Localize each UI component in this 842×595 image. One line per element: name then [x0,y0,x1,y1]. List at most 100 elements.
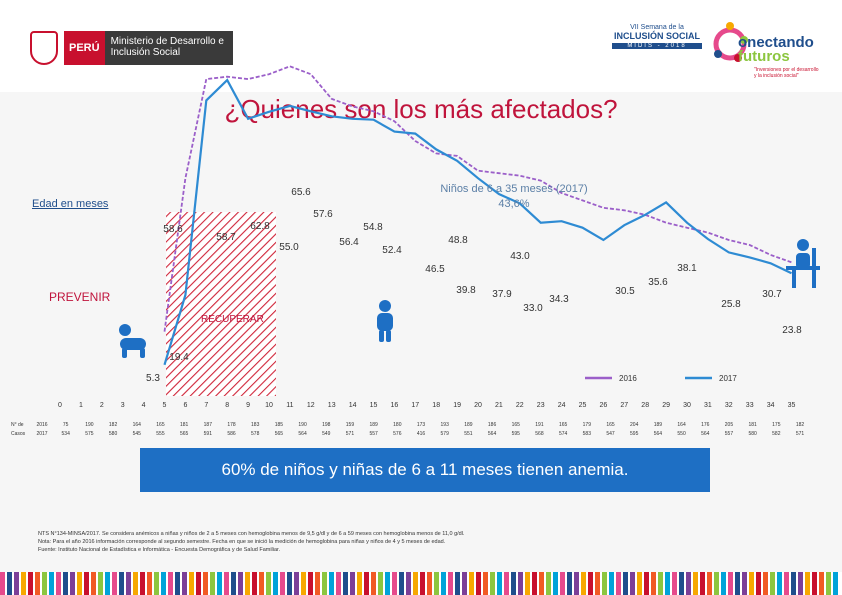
data-label: 58.7 [216,232,236,243]
cases-2016-cell: 182 [796,422,805,428]
stripe-bar [546,572,551,595]
stripe-bar [217,572,222,595]
age-tick-24: 24 [558,402,566,409]
cases-2017-cell: 580 [109,431,118,437]
stripe-bar [350,572,355,595]
stripe-bar [490,572,495,595]
cases-2017-cell: 545 [133,431,142,437]
stripe-bar [210,572,215,595]
stripe-bar [329,572,334,595]
stripe-bar [49,572,54,595]
cases-2016-cell: 186 [488,422,497,428]
cases-2016-cell: 175 [772,422,781,428]
brand-line2: futuros [738,48,790,65]
cases-2017-cell: 551 [464,431,473,437]
data-label: 39.8 [456,285,476,296]
prevenir-label: PREVENIR [49,290,111,304]
data-label: 19.4 [169,352,189,363]
cases-2016-cell: 190 [298,422,307,428]
child-highchair-icon [786,239,820,288]
age-tick-7: 7 [204,402,208,409]
stripe-bar [399,572,404,595]
stripe-bar [224,572,229,595]
stripe-bar [714,572,719,595]
stripe-bar [203,572,208,595]
age-axis: 0 1 2 3 4 5 6 7 8 9 10 11 12 13 14 15 16 17 18 19 20 21 22 23 24… [58,402,795,409]
cases-2016-cell: 159 [346,422,355,428]
cases-2016-cell: 179 [583,422,592,428]
data-labels: 65.657.6 58.6 58.7 62.8 55.0 56.4 54.8 52.4 48.8… [146,187,802,384]
stripe-bar [574,572,579,595]
cases-2016-cell: 181 [180,422,189,428]
data-label: 43.0 [510,251,530,262]
stripe-bar [63,572,68,595]
stripe-bar [378,572,383,595]
brand-name: onectando futuros [738,34,814,65]
age-tick-27: 27 [620,402,628,409]
age-tick-20: 20 [474,402,482,409]
stripe-bar [105,572,110,595]
cases-2016-cell: 185 [275,422,284,428]
slide-background [0,92,842,572]
age-tick-0: 0 [58,402,62,409]
stripe-bar [119,572,124,595]
stripe-bar [0,572,5,595]
age-tick-2: 2 [100,402,104,409]
cases-2017-cell: 557 [369,431,378,437]
cases-2017-cell: 557 [725,431,734,437]
stripe-bar [742,572,747,595]
stripe-bar [469,572,474,595]
cases-2016-cell: 189 [654,422,663,428]
age-tick-25: 25 [579,402,587,409]
stripe-bar [735,572,740,595]
stripe-bar [819,572,824,595]
stripe-bar [609,572,614,595]
stripe-bar [84,572,89,595]
cases-2017-cell: 568 [535,431,544,437]
stripe-bar [497,572,502,595]
midis-logo: PERÚ Ministerio de Desarrollo e Inclusió… [30,28,233,68]
stripe-bar [644,572,649,595]
stripe-bar [763,572,768,595]
stripe-bar [189,572,194,595]
stripe-bar [588,572,593,595]
age-tick-5: 5 [163,402,167,409]
cases-2016-cell: 165 [156,422,165,428]
cases-2016-cell: 165 [512,422,521,428]
semana-big: INCLUSIÓN SOCIAL [613,31,700,41]
stripe-bar [294,572,299,595]
stripe-bar [602,572,607,595]
slide-title: ¿Quienes son los más afectados? [224,94,618,124]
stripe-bar [154,572,159,595]
cases-2017-cell: 576 [393,431,402,437]
stripe-bar [455,572,460,595]
stripe-bar [833,572,838,595]
stripe-bar [371,572,376,595]
stripe-bar [112,572,117,595]
age-tick-22: 22 [516,402,524,409]
stripe-bar [525,572,530,595]
age-tick-8: 8 [225,402,229,409]
series-lines [163,65,792,366]
ninos-summary: Niños de 6 a 35 meses (2017) 43,6% [414,182,614,212]
cases-2016-cell: 180 [393,422,402,428]
brand-line1: onectando [738,34,814,51]
cases-2016-cell: 198 [322,422,331,428]
stripe-bar [679,572,684,595]
recuperar-label: RECUPERAR [201,314,264,325]
cases-2017-cell: 547 [606,431,615,437]
toddler-standing-icon [377,300,393,342]
cases-2017-cell: 580 [748,431,757,437]
cases-2016-cell: 205 [725,422,734,428]
cases-2016-cell: 183 [251,422,260,428]
decorative-stripe [0,572,838,595]
stripe-bar [651,572,656,595]
cases-2017-cell: 595 [630,431,639,437]
stripe-bar [301,572,306,595]
stripe-bar [147,572,152,595]
note-2: Nota: Para el año 2016 información corre… [38,539,446,545]
note-1: NTS N°134-MINSA/2017. Se considera anémi… [38,531,465,537]
stripe-bar [252,572,257,595]
stripe-bar [448,572,453,595]
stripe-bar [287,572,292,595]
